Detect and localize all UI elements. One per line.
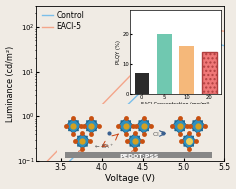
Y-axis label: Luminance (cd/m²): Luminance (cd/m²) (6, 45, 15, 122)
X-axis label: Voltage (V): Voltage (V) (105, 174, 156, 184)
Legend: Control, EACl-5: Control, EACl-5 (40, 9, 86, 33)
